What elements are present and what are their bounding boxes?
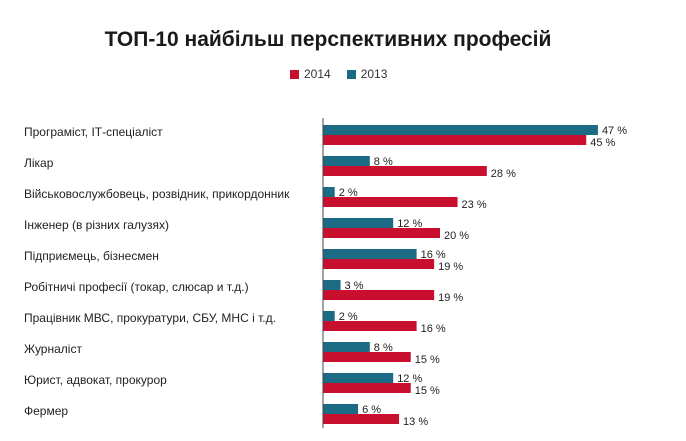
legend: 2014 2013 bbox=[290, 67, 387, 81]
bar-2014 bbox=[323, 383, 411, 393]
data-label-2014: 20 % bbox=[444, 230, 469, 242]
data-label-2014: 16 % bbox=[421, 323, 446, 335]
data-label-2013: 8 % bbox=[374, 342, 393, 354]
data-label-2014: 45 % bbox=[590, 137, 615, 149]
category-label: Підприємець, бізнесмен bbox=[24, 249, 159, 263]
data-label-2014: 15 % bbox=[415, 385, 440, 397]
category-label: Військовослужбовець, розвідник, прикордо… bbox=[24, 187, 290, 201]
data-label-2013: 8 % bbox=[374, 156, 393, 168]
legend-label-2014: 2014 bbox=[304, 67, 331, 81]
legend-label-2013: 2013 bbox=[360, 67, 388, 81]
bar-2013 bbox=[323, 404, 359, 414]
legend-swatch-2013 bbox=[346, 69, 356, 79]
bar-2013 bbox=[323, 373, 394, 383]
data-label-2014: 23 % bbox=[462, 199, 487, 211]
legend-swatch-2014 bbox=[290, 69, 299, 79]
bar-2014 bbox=[323, 166, 487, 176]
data-label-2013: 12 % bbox=[397, 218, 422, 230]
bar-2013 bbox=[323, 218, 394, 228]
bar-2014 bbox=[323, 321, 417, 331]
bar-2013 bbox=[323, 156, 370, 166]
data-label-2013: 3 % bbox=[345, 280, 364, 292]
data-label-2013: 16 % bbox=[421, 249, 446, 261]
category-label: Лікар bbox=[24, 156, 54, 170]
category-label: Програміст, ІТ-спеціаліст bbox=[24, 125, 163, 139]
data-label-2013: 2 % bbox=[339, 187, 358, 199]
data-label-2013: 12 % bbox=[397, 373, 422, 385]
category-label: Фермер bbox=[24, 404, 68, 418]
bar-2013 bbox=[323, 280, 341, 290]
data-label-2014: 28 % bbox=[491, 168, 516, 180]
data-label-2014: 19 % bbox=[438, 261, 463, 273]
bar-2014 bbox=[323, 197, 458, 207]
bar-2013 bbox=[323, 342, 370, 352]
category-label: Журналіст bbox=[24, 342, 82, 356]
data-label-2014: 15 % bbox=[415, 354, 440, 366]
category-label: Інженер (в різних галузях) bbox=[24, 218, 169, 232]
bar-2014 bbox=[323, 259, 435, 269]
legend-item-2014: 2014 bbox=[290, 67, 331, 81]
category-label: Юрист, адвокат, прокурор bbox=[24, 373, 167, 387]
bar-2014 bbox=[323, 135, 587, 145]
bar-2013 bbox=[323, 125, 598, 135]
data-label-2014: 13 % bbox=[403, 416, 428, 428]
bar-2013 bbox=[323, 311, 335, 321]
bar-2014 bbox=[323, 228, 440, 238]
data-label-2013: 2 % bbox=[339, 311, 358, 323]
category-label: Робітничі професії (токар, слюсар и т.д.… bbox=[24, 280, 249, 294]
legend-item-2013: 2013 bbox=[346, 67, 388, 81]
bar-2013 bbox=[323, 187, 335, 197]
chart-title: ТОП-10 найбільш перспективних професій bbox=[104, 28, 552, 51]
bar-2014 bbox=[323, 290, 435, 300]
bar-2014 bbox=[323, 352, 411, 362]
bar-2014 bbox=[323, 414, 400, 424]
bar-2013 bbox=[323, 249, 417, 259]
data-label-2014: 19 % bbox=[438, 292, 463, 304]
data-label-2013: 47 % bbox=[602, 125, 627, 137]
category-label: Працівник МВС, прокуратури, СБУ, МНС і т… bbox=[24, 311, 276, 325]
data-label-2013: 6 % bbox=[362, 404, 381, 416]
